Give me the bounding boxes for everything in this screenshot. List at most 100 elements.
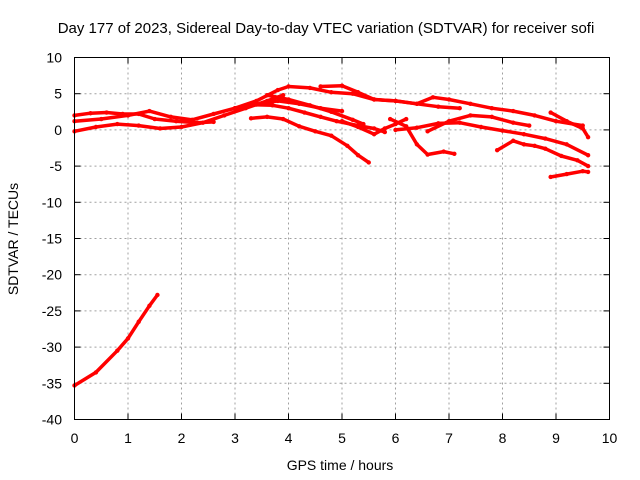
data-point [585, 153, 591, 158]
data-point [478, 124, 484, 130]
data-series-arc-9 [248, 114, 371, 165]
data-point [371, 132, 377, 137]
data-point [585, 163, 591, 169]
data-series-arc-15 [548, 168, 591, 180]
y-axis-tick-labels: -40 -35 -30 -25 -20 -15 -10 -5 0 5 10 [42, 50, 62, 428]
data-point [254, 98, 259, 104]
data-point [355, 153, 361, 158]
data-point [430, 95, 436, 100]
data-point [585, 134, 591, 140]
data-point [585, 169, 591, 175]
data-point [393, 127, 398, 133]
plot-data [72, 83, 591, 388]
data-point [366, 160, 371, 165]
y-tick-label: -15 [42, 231, 62, 247]
data-point [211, 111, 216, 117]
data-point [190, 117, 195, 122]
y-tick-label: 10 [46, 50, 62, 66]
data-point [313, 129, 318, 134]
data-point [339, 83, 345, 88]
data-point [318, 84, 323, 89]
data-point [425, 129, 430, 134]
data-point [136, 319, 141, 324]
x-tick-label: 5 [338, 430, 346, 446]
data-point [93, 124, 99, 130]
data-series-arc-13 [425, 113, 532, 134]
grid-lines [74, 57, 610, 420]
data-point [452, 151, 457, 156]
data-point [270, 103, 275, 108]
data-series-arc-14 [494, 138, 591, 169]
data-point [329, 133, 334, 138]
data-series-arc-8 [248, 102, 387, 135]
data-point [329, 90, 334, 95]
data-point [532, 143, 537, 149]
data-point [468, 113, 473, 118]
data-point [136, 123, 141, 128]
y-tick-label: -40 [42, 412, 62, 428]
data-point [115, 121, 120, 127]
series-line [425, 113, 532, 134]
x-tick-label: 8 [499, 430, 507, 446]
y-tick-label: 0 [54, 122, 62, 138]
series-line [548, 169, 590, 179]
data-point [155, 292, 160, 298]
data-point [248, 116, 254, 121]
x-tick-label: 0 [71, 430, 79, 446]
data-point [371, 97, 377, 102]
data-point [339, 108, 345, 114]
data-point [436, 104, 441, 109]
data-point [564, 119, 569, 124]
data-point [248, 102, 254, 107]
data-point [307, 85, 313, 91]
data-series-arc-6 [318, 83, 462, 111]
data-point [286, 105, 291, 111]
y-tick-label: -25 [42, 303, 62, 319]
data-point [414, 101, 420, 107]
data-point [355, 90, 361, 95]
data-point [157, 126, 163, 131]
data-point [93, 370, 99, 375]
series-line [548, 110, 590, 139]
data-point [575, 158, 580, 163]
data-point [115, 348, 120, 353]
data-point [559, 153, 564, 159]
data-point [125, 113, 131, 118]
data-point [286, 84, 291, 89]
data-point [527, 123, 532, 128]
series-line [495, 139, 590, 168]
data-point [297, 124, 302, 129]
data-point [173, 119, 179, 124]
data-point [543, 136, 548, 141]
data-point [414, 142, 420, 147]
x-tick-label: 2 [178, 430, 186, 446]
data-point [511, 138, 516, 143]
data-series-arc-16 [548, 110, 591, 140]
data-point [425, 152, 430, 157]
data-point [168, 114, 173, 120]
data-point [521, 132, 527, 137]
data-point [580, 126, 585, 131]
chart-title: Day 177 of 2023, Sidereal Day-to-day VTE… [58, 20, 595, 37]
y-tick-label: -35 [42, 375, 62, 391]
data-point [280, 92, 286, 98]
data-point [147, 303, 152, 309]
data-point [468, 101, 473, 107]
data-point [446, 119, 452, 124]
data-point [393, 98, 398, 104]
data-point [264, 114, 270, 120]
data-point [318, 114, 323, 120]
data-point [489, 114, 494, 120]
data-point [222, 113, 227, 118]
x-tick-label: 6 [392, 430, 400, 446]
data-point [88, 111, 93, 116]
data-series-arc-7 [264, 92, 366, 127]
y-tick-label: -5 [50, 158, 63, 174]
data-point [307, 103, 313, 108]
x-tick-label: 10 [602, 430, 618, 446]
data-point [404, 116, 409, 122]
data-point [147, 108, 152, 114]
data-point [511, 108, 516, 114]
data-point [382, 126, 387, 131]
data-series-arc-1 [72, 292, 160, 388]
